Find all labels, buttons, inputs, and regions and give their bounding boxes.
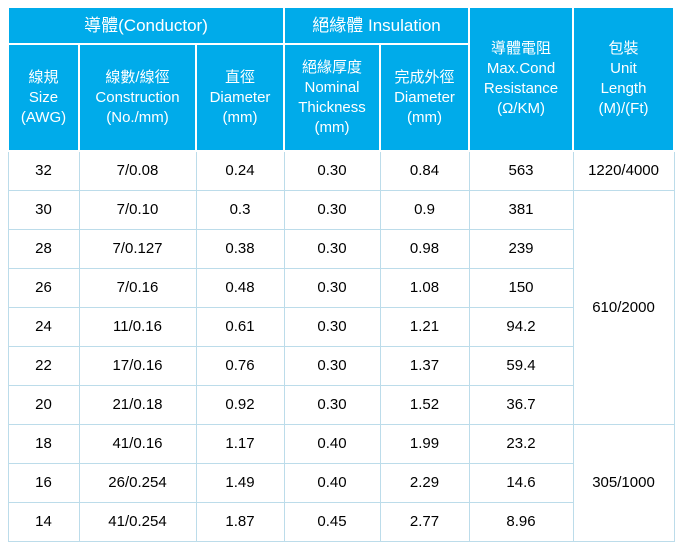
cell-resistance: 563 — [468, 150, 574, 191]
cell-construction: 11/0.16 — [78, 306, 197, 347]
cell-size: 26 — [7, 267, 80, 308]
cell-resistance: 381 — [468, 189, 574, 230]
cell-resistance: 8.96 — [468, 501, 574, 542]
cell-resistance: 239 — [468, 228, 574, 269]
cell-thickness: 0.40 — [283, 462, 381, 503]
wire-spec-table: 導體(Conductor) 絕緣體 Insulation 導體電阻 Max.Co… — [6, 6, 676, 542]
table-row: 16 26/0.254 1.49 0.40 2.29 14.6 — [7, 462, 674, 503]
cell-diameter: 0.24 — [195, 150, 285, 191]
table-row: 18 41/0.16 1.17 0.40 1.99 23.2 305/1000 — [7, 423, 675, 542]
cell-od: 0.84 — [379, 150, 470, 191]
cell-resistance: 36.7 — [468, 384, 574, 425]
cell-diameter: 0.38 — [195, 228, 285, 269]
cell-package: 305/1000 — [572, 423, 675, 542]
cell-thickness: 0.45 — [283, 501, 381, 542]
cell-diameter: 0.92 — [195, 384, 285, 425]
cell-construction: 17/0.16 — [78, 345, 197, 386]
cell-diameter: 0.76 — [195, 345, 285, 386]
cell-construction: 41/0.254 — [78, 501, 197, 542]
cell-thickness: 0.30 — [283, 228, 381, 269]
header-package: 包裝 Unit Length (M)/(Ft) — [572, 6, 676, 152]
header-construction: 線數/線徑 Construction (No./mm) — [78, 43, 197, 152]
cell-package: 610/2000 — [572, 189, 675, 425]
cell-diameter: 1.49 — [195, 462, 285, 503]
cell-package: 1220/4000 — [572, 150, 675, 191]
table-row: 32 7/0.08 0.24 0.30 0.84 563 1220/4000 — [7, 150, 675, 191]
cell-resistance: 150 — [468, 267, 574, 308]
cell-od: 2.29 — [379, 462, 470, 503]
cell-size: 16 — [7, 462, 80, 503]
cell-diameter: 0.3 — [195, 189, 285, 230]
header-conductor-group: 導體(Conductor) — [6, 6, 286, 45]
cell-size: 18 — [7, 423, 80, 464]
cell-thickness: 0.30 — [283, 189, 381, 230]
cell-construction: 7/0.16 — [78, 267, 197, 308]
cell-resistance: 59.4 — [468, 345, 574, 386]
cell-diameter: 1.87 — [195, 501, 285, 542]
cell-construction: 21/0.18 — [78, 384, 197, 425]
cell-construction: 26/0.254 — [78, 462, 197, 503]
cell-od: 1.21 — [379, 306, 470, 347]
header-resistance: 導體電阻 Max.Cond Resistance (Ω/KM) — [468, 6, 575, 152]
cell-construction: 7/0.08 — [78, 150, 197, 191]
cell-od: 0.9 — [379, 189, 470, 230]
cell-od: 1.37 — [379, 345, 470, 386]
cell-thickness: 0.30 — [283, 306, 381, 347]
cell-thickness: 0.30 — [283, 345, 381, 386]
cell-diameter: 1.17 — [195, 423, 285, 464]
cell-size: 32 — [7, 150, 80, 191]
header-conductor-diameter: 直徑 Diameter (mm) — [194, 43, 286, 152]
table-row: 22 17/0.16 0.76 0.30 1.37 59.4 — [7, 345, 674, 386]
table-row: 26 7/0.16 0.48 0.30 1.08 150 — [7, 267, 674, 308]
cell-od: 0.98 — [379, 228, 470, 269]
cell-thickness: 0.30 — [283, 384, 381, 425]
table-row: 30 7/0.10 0.3 0.30 0.9 381 610/2000 — [7, 189, 675, 425]
cell-od: 2.77 — [379, 501, 470, 542]
cell-size: 22 — [7, 345, 80, 386]
cell-construction: 7/0.127 — [78, 228, 197, 269]
cell-size: 20 — [7, 384, 80, 425]
cell-od: 1.08 — [379, 267, 470, 308]
cell-od: 1.52 — [379, 384, 470, 425]
cell-size: 28 — [7, 228, 80, 269]
table-row: 24 11/0.16 0.61 0.30 1.21 94.2 — [7, 306, 674, 347]
cell-diameter: 0.61 — [195, 306, 285, 347]
cell-construction: 7/0.10 — [78, 189, 197, 230]
cell-diameter: 0.48 — [195, 267, 285, 308]
table-row: 20 21/0.18 0.92 0.30 1.52 36.7 — [7, 384, 674, 425]
cell-size: 14 — [7, 501, 80, 542]
cell-size: 24 — [7, 306, 80, 347]
header-group-row: 導體(Conductor) 絕緣體 Insulation 導體電阻 Max.Co… — [6, 6, 676, 152]
table-row: 14 41/0.254 1.87 0.45 2.77 8.96 — [7, 501, 674, 542]
cell-resistance: 14.6 — [468, 462, 574, 503]
header-insulation-group: 絕緣體 Insulation — [283, 6, 471, 45]
header-insulation-diameter: 完成外徑 Diameter (mm) — [379, 43, 471, 152]
cell-thickness: 0.30 — [283, 267, 381, 308]
cell-resistance: 23.2 — [468, 423, 574, 464]
cell-thickness: 0.30 — [283, 150, 381, 191]
header-nominal-thickness: 絕緣厚度 Nominal Thickness (mm) — [283, 43, 382, 152]
cell-od: 1.99 — [379, 423, 470, 464]
cell-construction: 41/0.16 — [78, 423, 197, 464]
header-size: 線規 Size (AWG) — [7, 43, 80, 152]
header-sub-row: 線規 Size (AWG) 線數/線徑 Construction (No./mm… — [7, 43, 674, 152]
cell-thickness: 0.40 — [283, 423, 381, 464]
cell-size: 30 — [7, 189, 80, 230]
cell-resistance: 94.2 — [468, 306, 574, 347]
